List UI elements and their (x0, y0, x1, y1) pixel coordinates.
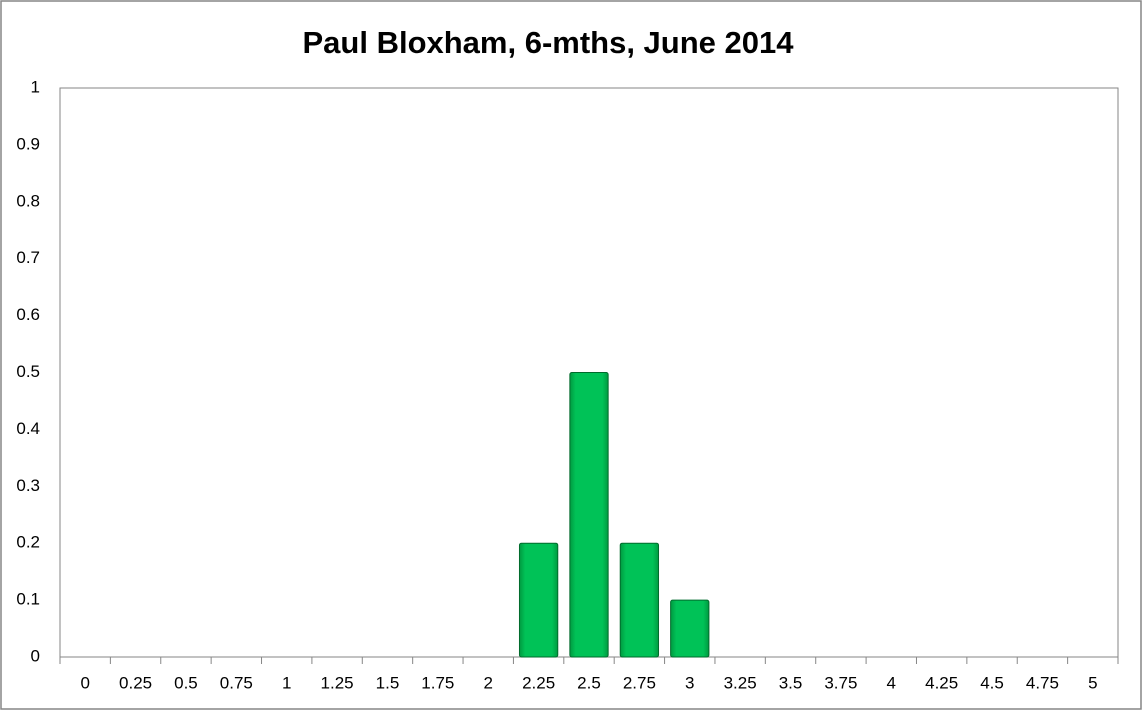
x-tick-label: 3.5 (779, 673, 803, 692)
bar (518, 542, 559, 658)
x-tick-label: 2.25 (522, 673, 555, 692)
x-tick-label: 3.75 (824, 673, 857, 692)
x-tick-label: 4.75 (1026, 673, 1059, 692)
x-tick-label: 0 (80, 673, 89, 692)
y-tick-label: 0.9 (16, 134, 40, 153)
y-tick-label: 0.5 (16, 362, 40, 381)
x-tick-label: 2.5 (577, 673, 601, 692)
x-tick-label: 4.5 (980, 673, 1004, 692)
x-tick-label: 2 (484, 673, 493, 692)
y-tick-label: 1 (31, 77, 40, 96)
y-tick-label: 0.7 (16, 248, 40, 267)
y-tick-label: 0 (31, 646, 40, 665)
x-tick-label: 0.75 (220, 673, 253, 692)
chart-title: Paul Bloxham, 6-mths, June 2014 (302, 25, 794, 60)
x-tick-label: 1.5 (376, 673, 400, 692)
x-tick-label: 1.25 (321, 673, 354, 692)
x-tick-label: 1.75 (421, 673, 454, 692)
x-tick-label: 5 (1088, 673, 1097, 692)
x-tick-label: 3 (685, 673, 694, 692)
y-tick-label: 0.3 (16, 476, 40, 495)
x-tick-label: 2.75 (623, 673, 656, 692)
y-tick-label: 0.6 (16, 305, 40, 324)
y-tick-label: 0.1 (16, 590, 40, 609)
y-tick-label: 0.2 (16, 533, 40, 552)
x-tick-label: 4 (887, 673, 896, 692)
y-tick-label: 0.4 (16, 419, 40, 438)
bar (619, 542, 660, 658)
y-tick-label: 0.8 (16, 191, 40, 210)
x-tick-label: 1 (282, 673, 291, 692)
bar (569, 372, 609, 658)
x-tick-label: 3.25 (724, 673, 757, 692)
x-tick-label: 0.25 (119, 673, 152, 692)
x-tick-label: 0.5 (174, 673, 198, 692)
x-tick-label: 4.25 (925, 673, 958, 692)
bar (670, 599, 710, 658)
